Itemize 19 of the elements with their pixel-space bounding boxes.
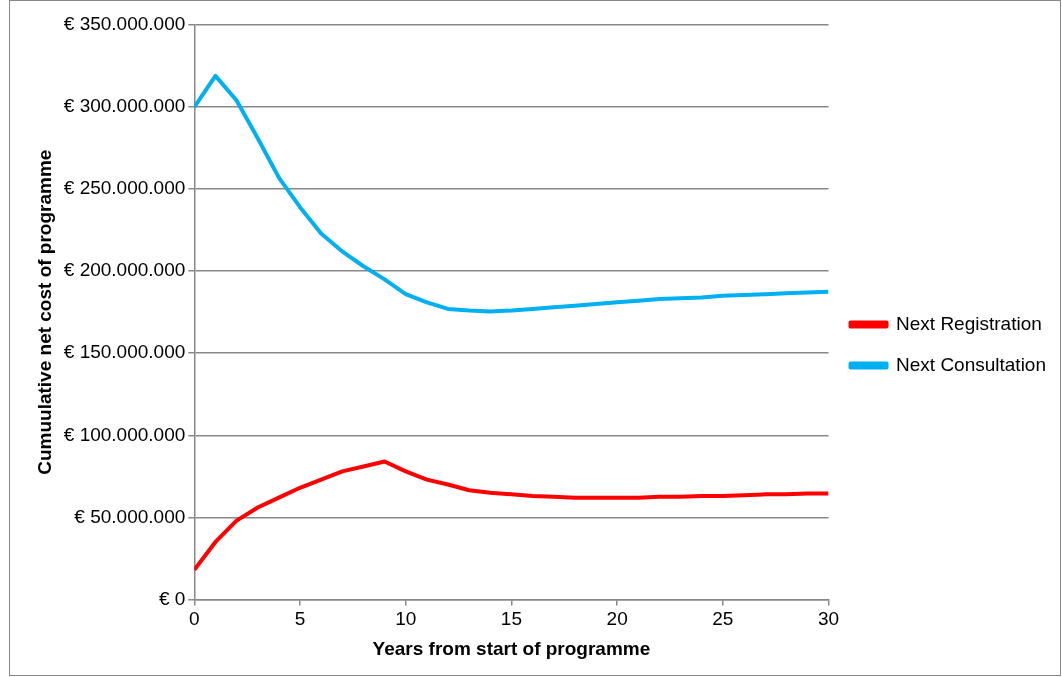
y-tick-label: € 50.000.000 — [74, 505, 186, 527]
legend-label: Next Registration — [896, 312, 1042, 334]
y-tick-label: € 150.000.000 — [63, 341, 186, 363]
y-tick-label: € 0 — [158, 587, 186, 609]
y-axis-title: Cumuulative net cost of programme — [33, 149, 55, 475]
y-tick-label: € 350.000.000 — [63, 13, 186, 35]
x-tick-label: 0 — [189, 608, 200, 630]
y-tick-label: € 300.000.000 — [63, 95, 186, 117]
x-axis-title: Years from start of programme — [372, 637, 651, 659]
x-tick-label: 25 — [712, 608, 734, 630]
y-tick-label: € 250.000.000 — [63, 177, 186, 199]
x-tick-label: 10 — [395, 608, 417, 630]
x-tick-label: 5 — [294, 608, 306, 630]
legend-label: Next Consultation — [896, 353, 1046, 375]
x-tick-label: 15 — [500, 608, 522, 630]
y-tick-label: € 200.000.000 — [63, 259, 186, 281]
x-tick-label: 20 — [606, 608, 628, 630]
y-tick-label: € 100.000.000 — [63, 423, 186, 445]
x-tick-label: 30 — [817, 608, 840, 630]
